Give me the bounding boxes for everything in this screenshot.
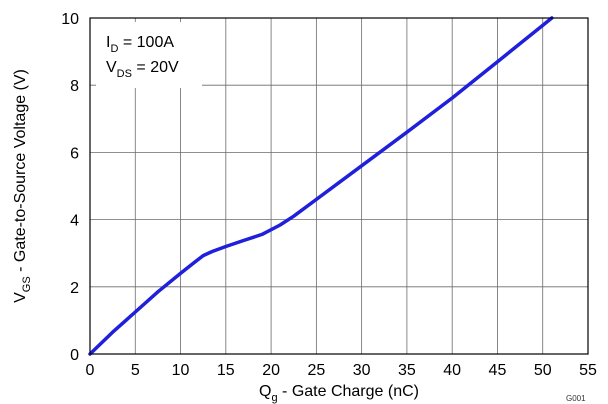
x-tick-label: 55 <box>579 362 597 379</box>
annotation-box <box>96 22 202 88</box>
x-tick-label: 35 <box>398 362 416 379</box>
x-tick-label: 5 <box>131 362 140 379</box>
y-axis-title: VGS - Gate-to-Source Voltage (V) <box>12 69 33 303</box>
x-axis-title-rest: - Gate Charge (nC) <box>278 383 419 400</box>
series-line <box>88 16 554 356</box>
y-tick-label: 8 <box>70 78 79 95</box>
annotation-id-sub: D <box>110 43 118 55</box>
annotation-vds-sub: DS <box>117 68 132 80</box>
x-tick-label: 15 <box>217 362 235 379</box>
x-tick-label: 10 <box>172 362 190 379</box>
figure-code: G001 <box>566 394 586 403</box>
annotation-id-rest: = 100A <box>118 34 174 51</box>
y-axis-title-rest: - Gate-to-Source Voltage (V) <box>12 69 29 276</box>
x-tick-label: 0 <box>86 362 95 379</box>
y-tick-label: 6 <box>70 145 79 162</box>
y-tick-labels: 0 2 4 6 8 10 <box>61 11 79 364</box>
x-axis-title-main: Q <box>259 383 271 400</box>
y-axis-title-main: V <box>12 292 29 303</box>
x-axis-title: Qg - Gate Charge (nC) <box>259 383 419 404</box>
y-tick-label: 10 <box>61 11 79 28</box>
y-axis-title-sub: GS <box>21 276 33 292</box>
annotation-vds: VDS = 20V <box>106 59 179 80</box>
y-tick-label: 0 <box>70 347 79 364</box>
x-axis-title-sub: g <box>271 392 277 404</box>
x-tick-label: 25 <box>307 362 325 379</box>
plot-frame <box>89 17 589 355</box>
annotation-vds-rest: = 20V <box>132 59 179 76</box>
annotation-id-main: I <box>106 34 110 51</box>
x-tick-label: 20 <box>262 362 280 379</box>
x-tick-label: 50 <box>534 362 552 379</box>
annotation-id: ID = 100A <box>106 34 174 55</box>
y-tick-label: 4 <box>70 213 79 230</box>
annotation-vds-main: V <box>106 59 117 76</box>
x-tick-label: 40 <box>443 362 461 379</box>
x-tick-label: 45 <box>489 362 507 379</box>
x-tick-label: 30 <box>353 362 371 379</box>
y-tick-label: 2 <box>70 280 79 297</box>
x-tick-labels: 0 5 10 15 20 25 30 35 40 45 50 55 <box>86 362 597 379</box>
series-layer <box>88 16 554 356</box>
